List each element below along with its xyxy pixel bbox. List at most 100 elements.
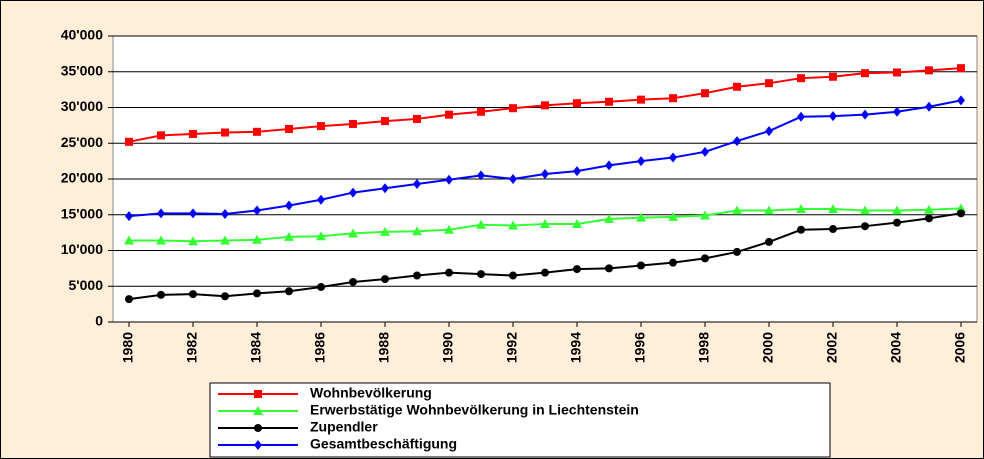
- marker: [444, 224, 454, 234]
- marker: [669, 152, 677, 163]
- marker: [573, 265, 581, 274]
- x-tick-label: 1998: [696, 332, 712, 363]
- marker: [157, 131, 165, 140]
- y-tick-label: 5'000: [69, 277, 104, 293]
- marker: [829, 72, 837, 81]
- marker: [669, 94, 677, 103]
- marker: [733, 82, 741, 91]
- marker: [317, 282, 325, 291]
- marker: [189, 290, 197, 299]
- y-tick-label: 15'000: [61, 205, 103, 221]
- legend-marker: [254, 440, 262, 450]
- marker: [925, 66, 933, 75]
- x-tick-label: 2000: [760, 332, 776, 363]
- marker: [381, 117, 389, 126]
- marker: [637, 95, 645, 104]
- marker: [861, 109, 869, 120]
- marker: [253, 289, 261, 298]
- marker: [636, 212, 646, 222]
- marker: [349, 277, 357, 286]
- marker: [381, 275, 389, 284]
- marker: [765, 79, 773, 88]
- legend-marker: [253, 406, 263, 415]
- y-tick-label: 40'000: [61, 27, 103, 43]
- marker: [925, 101, 933, 112]
- marker: [220, 235, 230, 245]
- marker: [156, 235, 166, 245]
- marker: [316, 231, 326, 241]
- marker: [476, 219, 486, 229]
- marker: [861, 69, 869, 78]
- marker: [828, 204, 838, 214]
- marker: [413, 271, 421, 280]
- marker: [573, 99, 581, 108]
- marker: [892, 205, 902, 215]
- marker: [349, 119, 357, 128]
- marker: [284, 231, 294, 241]
- marker: [829, 111, 837, 122]
- legend-label: Zupendler: [310, 419, 378, 435]
- marker: [860, 205, 870, 215]
- x-tick-label: 1982: [184, 332, 200, 363]
- marker: [189, 129, 197, 138]
- marker: [221, 209, 229, 220]
- marker: [796, 204, 806, 214]
- y-tick-label: 0: [95, 313, 103, 329]
- marker: [893, 68, 901, 77]
- marker: [541, 168, 549, 179]
- marker: [765, 126, 773, 137]
- x-tick-label: 1988: [376, 332, 392, 363]
- marker: [124, 235, 134, 245]
- legend-label: Gesamtbeschäftigung: [310, 436, 457, 452]
- marker: [893, 106, 901, 117]
- marker: [701, 254, 709, 263]
- marker: [924, 204, 934, 214]
- marker: [605, 97, 613, 106]
- legend-label: Wohnbevölkerung: [310, 385, 432, 401]
- marker: [157, 208, 165, 219]
- marker: [412, 226, 422, 236]
- marker: [380, 226, 390, 236]
- marker: [349, 187, 357, 198]
- marker: [541, 268, 549, 277]
- marker: [573, 166, 581, 177]
- marker: [572, 219, 582, 229]
- marker: [829, 225, 837, 234]
- marker: [413, 114, 421, 123]
- marker: [477, 170, 485, 181]
- marker: [125, 137, 133, 146]
- marker: [925, 214, 933, 223]
- marker: [125, 295, 133, 304]
- x-tick-label: 1984: [248, 332, 264, 363]
- marker: [605, 264, 613, 273]
- marker: [668, 211, 678, 221]
- x-tick-label: 2004: [888, 332, 904, 363]
- marker: [125, 211, 133, 222]
- marker: [733, 136, 741, 147]
- marker: [700, 210, 710, 220]
- legend-marker: [254, 390, 262, 398]
- legend-marker: [254, 424, 262, 432]
- marker: [509, 104, 517, 113]
- marker: [540, 219, 550, 229]
- marker: [541, 101, 549, 110]
- y-tick-label: 35'000: [61, 62, 103, 78]
- legend-label: Erwerbstätige Wohnbevölkerung in Liechte…: [310, 402, 639, 418]
- marker: [669, 258, 677, 267]
- marker: [604, 214, 614, 224]
- marker: [413, 179, 421, 190]
- x-tick-label: 1994: [568, 332, 584, 363]
- marker: [445, 268, 453, 277]
- marker: [701, 146, 709, 157]
- marker: [252, 234, 262, 244]
- marker: [253, 127, 261, 136]
- marker: [285, 124, 293, 133]
- marker: [348, 228, 358, 238]
- y-tick-label: 20'000: [61, 170, 103, 186]
- marker: [764, 205, 774, 215]
- marker: [317, 194, 325, 205]
- marker: [797, 111, 805, 122]
- marker: [509, 271, 517, 280]
- marker: [253, 205, 261, 216]
